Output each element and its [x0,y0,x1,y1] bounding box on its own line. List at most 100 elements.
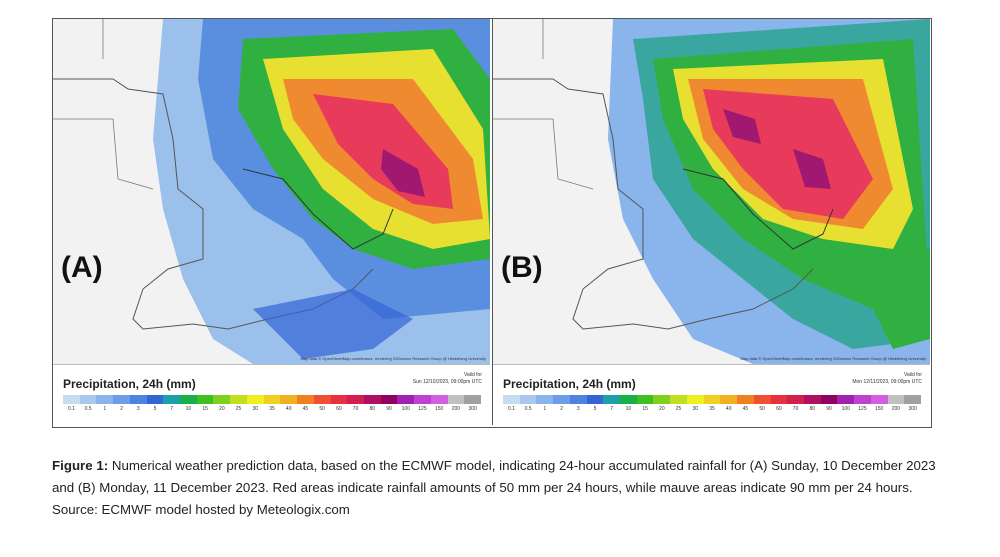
legend-tick-label: 0.1 [67,406,75,412]
legend-tick-label: 20 [219,406,225,412]
valid-label: Valid for [464,372,482,378]
legend-tick-label: 70 [792,406,799,412]
legend-swatch [904,395,921,404]
legend-tick-label: 2 [560,406,563,412]
legend-tick-label: 150 [435,406,444,412]
legend-swatch [163,395,181,404]
legend-tick-label: 20 [659,406,665,412]
legend-tick-label: 1 [543,406,547,412]
legend-swatch [464,395,481,404]
panel-a: (A) Map data © OpenStreetMap contributor… [53,19,490,426]
legend-swatch [703,395,721,404]
legend-tick-label: 5 [153,406,157,412]
legend-tick-label: 3 [576,406,580,412]
legend-b: Precipitation, 24h (mm) Valid for Mon 12… [493,364,930,426]
legend-tick-label: 35 [269,406,275,412]
legend-tick-label: 10 [625,406,632,412]
legend-swatch [330,395,348,404]
legend-tick-label: 30 [252,406,259,412]
legend-swatch [620,395,637,404]
legend-swatch [180,395,197,404]
valid-time: Valid for Mon 12/11/2023, 09:00pm UTC [802,372,922,386]
legend-swatch [297,395,314,404]
legend-tick-label: 45 [302,406,309,412]
legend-tick-label: 50 [319,406,325,412]
legend-tick-label: 0.1 [507,406,515,412]
legend-swatch [313,395,331,404]
legend-swatch [230,395,247,404]
legend-tick-label: 100 [401,406,410,412]
legend-swatch [586,395,604,404]
legend-tick-label: 1 [103,406,107,412]
valid-label: Valid for [904,372,922,378]
legend-tick-label: 45 [742,406,749,412]
legend-swatch [770,395,788,404]
legend-tick-label: 60 [776,406,782,412]
legend-tick-label: 40 [725,406,732,412]
legend-swatch [569,395,587,404]
legend-swatch [196,395,214,404]
legend-tick-label: 80 [809,406,816,412]
legend-tick-label: 100 [841,406,850,412]
legend-tick-label: 0.5 [524,406,532,412]
legend-tick-label: 10 [185,406,192,412]
legend-tick-label: 35 [709,406,715,412]
panel-label: (B) [501,251,543,284]
legend-swatch [397,395,415,404]
legend-swatch [363,395,381,404]
legend-swatch [447,395,465,404]
legend-swatch [503,395,520,404]
legend-tick-label: 70 [352,406,359,412]
map-attribution: Map data © OpenStreetMap contributors, r… [300,356,486,361]
legend-tick-label: 300 [908,406,917,412]
legend-swatch [887,395,905,404]
legend-swatch [113,395,130,404]
legend-tick-label: 15 [642,406,648,412]
valid-date: Mon 12/11/2023, 09:00pm UTC [852,379,922,385]
legend-tick-label: 200 [891,406,901,412]
legend-swatch [519,395,537,404]
valid-date: Sun 12/10/2023, 09:00pm UTC [412,379,482,385]
color-scale-bar [503,395,921,404]
legend-swatch [263,395,281,404]
legend-tick-label: 125 [858,406,867,412]
color-scale-ticks: 0.1 0.5 1 2 3 5 7 10 15 20 25 30 35 40 45 50 60 70 80 90 100… [503,406,921,412]
legend-swatch [536,395,554,404]
legend-tick-label: 25 [235,406,242,412]
legend-tick-label: 125 [418,406,427,412]
legend-tick-label: 5 [593,406,597,412]
legend-tick-label: 150 [875,406,884,412]
panel-label: (A) [61,251,103,284]
legend-swatch [603,395,621,404]
legend-swatch [380,395,398,404]
caption-text: Numerical weather prediction data, based… [52,458,936,517]
legend-tick-label: 300 [468,406,477,412]
legend-swatch [280,395,298,404]
legend-swatch [820,395,838,404]
legend-swatch [129,395,147,404]
legend-tick-label: 50 [759,406,765,412]
legend-tick-label: 40 [285,406,292,412]
legend-swatch [636,395,654,404]
legend-swatch [96,395,114,404]
legend-swatch [414,395,431,404]
legend-swatch [870,395,888,404]
legend-swatch [720,395,738,404]
legend-swatch [803,395,821,404]
legend-swatch [146,395,164,404]
legend-swatch [347,395,364,404]
panel-b: (B) Map data © OpenStreetMap contributor… [492,19,930,426]
legend-tick-label: 3 [136,406,140,412]
precipitation-map-a [53,19,490,364]
legend-tick-label: 80 [369,406,376,412]
caption-label: Figure 1: [52,458,109,473]
legend-tick-label: 0.5 [84,406,92,412]
legend-tick-label: 200 [451,406,461,412]
valid-time: Valid for Sun 12/10/2023, 09:00pm UTC [362,372,482,386]
legend-swatch [246,395,264,404]
legend-title: Precipitation, 24h (mm) [503,377,636,391]
legend-swatch [837,395,855,404]
legend-swatch [553,395,570,404]
legend-tick-label: 2 [120,406,123,412]
map-attribution: Map data © OpenStreetMap contributors, r… [740,356,926,361]
